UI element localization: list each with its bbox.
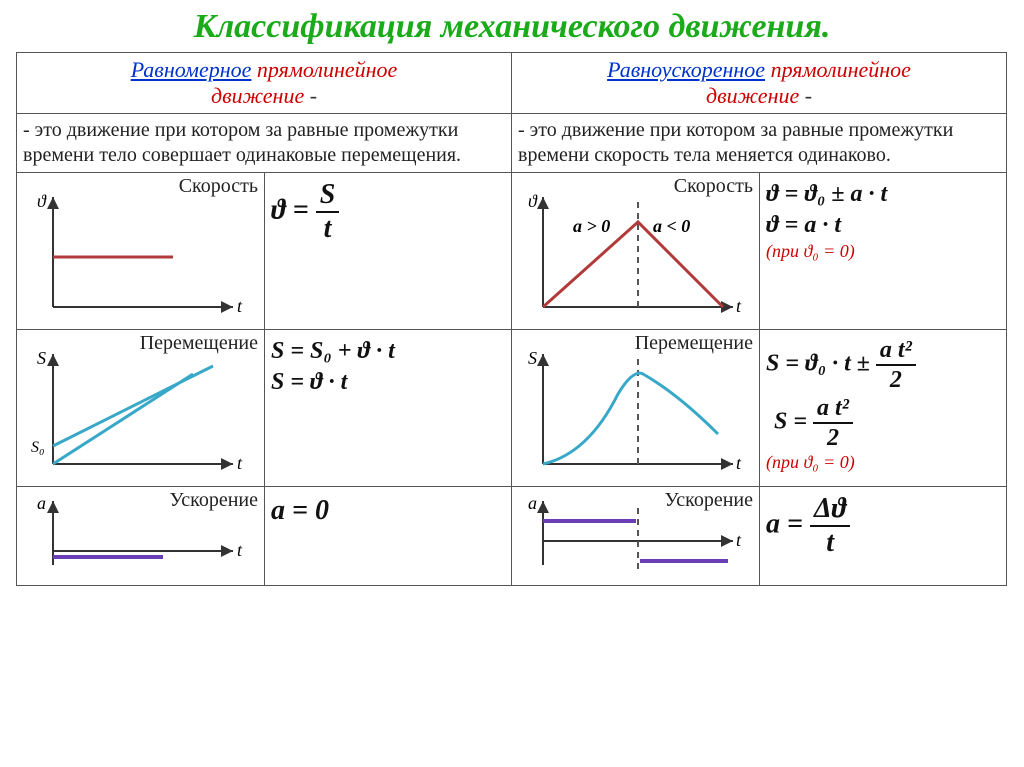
col-header-right: Равноускоренное прямолинейноедвижение -	[512, 53, 1007, 114]
formula-v2: ϑ = a · t	[766, 212, 1000, 239]
row-label-speed-right: Скорость	[674, 175, 753, 198]
formula-s2: S = ϑ · t	[271, 369, 505, 396]
formula-s-right-1: S = ϑ₀ · t ± a t² 2	[766, 338, 1000, 392]
classification-table: Равномерное прямолинейноедвижение - Равн…	[16, 52, 1007, 586]
formula-v-eq-s-over-t: ϑ = S t	[271, 181, 505, 243]
formula-speed-right: ϑ = ϑ₀ ± a · t ϑ = a · t (при ϑ₀ = 0)	[760, 173, 1007, 330]
svg-text:S₀: S₀	[31, 439, 45, 456]
graph-acc-right: Ускорение a t	[512, 487, 760, 586]
row-label-disp-right: Перемещение	[635, 332, 753, 355]
svg-text:a < 0: a < 0	[653, 216, 690, 236]
graph-disp-left: Перемещение S S₀ t	[17, 330, 265, 487]
col-header-left: Равномерное прямолинейноедвижение -	[17, 53, 512, 114]
formula-a-zero: a = 0	[271, 495, 505, 527]
svg-text:t: t	[237, 540, 243, 560]
svg-text:t: t	[736, 530, 742, 550]
svg-text:ϑ: ϑ	[37, 191, 47, 211]
svg-text:t: t	[736, 296, 742, 316]
formula-disp-left: S = S₀ + ϑ · t S = ϑ · t	[265, 330, 512, 487]
note-s0: (при ϑ₀ = 0)	[766, 452, 1000, 473]
formula-acc-left: a = 0	[265, 487, 512, 586]
definition-left: - это движение при котором за равные про…	[17, 114, 512, 173]
page-title: Классификация механического движения.	[16, 8, 1008, 46]
row-label-disp-left: Перемещение	[140, 332, 258, 355]
formula-a-dv-t: a = Δϑ t	[766, 495, 1000, 557]
svg-text:a: a	[528, 493, 537, 513]
definition-right: - это движение при котором за равные про…	[512, 114, 1007, 173]
disp-right-chart: S t	[518, 334, 754, 474]
svg-text:a: a	[37, 493, 46, 513]
svg-text:ϑ: ϑ	[528, 191, 538, 211]
graph-disp-right: Перемещение S t	[512, 330, 760, 487]
row-label-speed-left: Скорость	[179, 175, 258, 198]
note-v0: (при ϑ₀ = 0)	[766, 241, 1000, 262]
formula-s-right-2: S = a t² 2	[774, 396, 1000, 450]
row-label-acc-right: Ускорение	[665, 489, 754, 512]
disp-left-chart: S S₀ t	[23, 334, 259, 474]
svg-text:a > 0: a > 0	[573, 216, 610, 236]
graph-acc-left: Ускорение a t	[17, 487, 265, 586]
speed-left-chart: ϑ t	[23, 177, 259, 317]
svg-text:S: S	[528, 348, 537, 368]
formula-v1: ϑ = ϑ₀ ± a · t	[766, 181, 1000, 208]
formula-speed-left: ϑ = S t	[265, 173, 512, 330]
row-label-acc-left: Ускорение	[170, 489, 259, 512]
svg-text:S: S	[37, 348, 46, 368]
graph-speed-left: Скорость ϑ t	[17, 173, 265, 330]
formula-disp-right: S = ϑ₀ · t ± a t² 2 S = a t² 2 (при ϑ₀ =…	[760, 330, 1007, 487]
svg-text:t: t	[237, 296, 243, 316]
svg-text:t: t	[237, 453, 243, 473]
formula-acc-right: a = Δϑ t	[760, 487, 1007, 586]
svg-text:t: t	[736, 453, 742, 473]
speed-right-chart: ϑ t a > 0 a < 0	[518, 177, 754, 317]
formula-s1: S = S₀ + ϑ · t	[271, 338, 505, 365]
graph-speed-right: Скорость ϑ t a > 0 a < 0	[512, 173, 760, 330]
